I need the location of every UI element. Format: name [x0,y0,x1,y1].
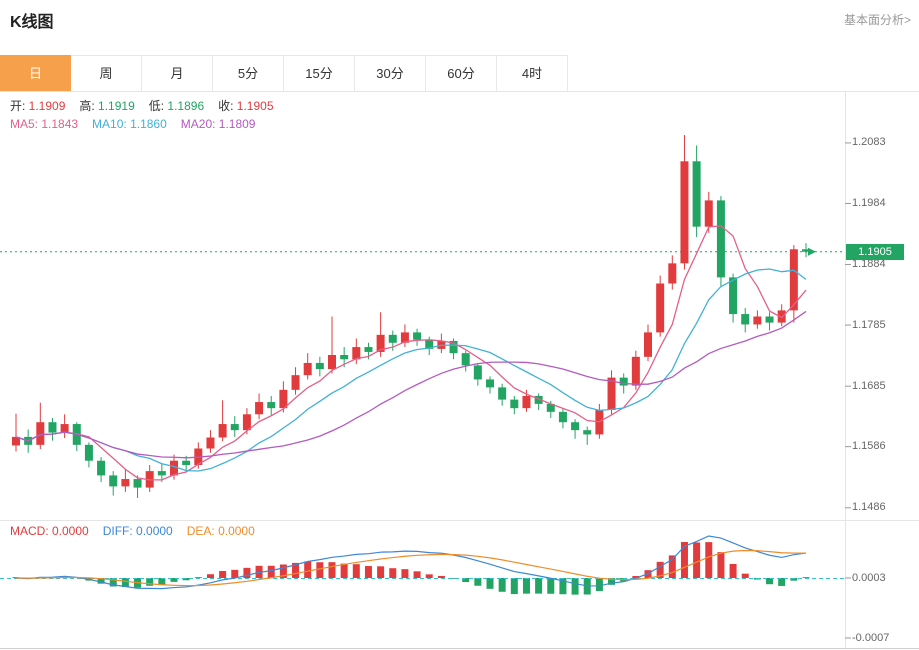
axis-tick-label: 1.1984 [852,196,886,209]
interval-tab-2[interactable]: 月 [142,55,213,91]
legend-macd-item-1: DIFF: 0.0000 [102,524,173,538]
interval-tab-6[interactable]: 60分 [426,55,497,91]
page-title: K线图 [10,14,54,31]
interval-tab-7[interactable]: 4时 [497,55,568,91]
legend-macd-item-0: MACD: 0.0000 [10,524,89,538]
legend-ma-item-2: MA20: 1.1809 [180,117,256,131]
axis-tick-label: 1.1785 [852,318,886,331]
fundamental-analysis-link[interactable]: 基本面分析> [843,13,911,27]
axis-tick-label: 1.1685 [852,379,886,392]
ohlc-legend: 开: 1.1909 高: 1.1919 低: 1.1896 收: 1.1905 [10,97,288,114]
legend-ohlc-item-2: 低: 1.1896 [148,99,205,113]
axis-tick-label: -0.0007 [852,631,890,644]
interval-tab-4[interactable]: 15分 [284,55,355,91]
macd-legend: MACD: 0.0000 DIFF: 0.0000 DEA: 0.0000 [10,524,269,538]
current-price-tag: 1.1905 [846,243,904,260]
interval-tab-3[interactable]: 5分 [213,55,284,91]
legend-ohlc-item-1: 高: 1.1919 [79,99,135,113]
axis-tick-label: 1.2083 [852,136,886,149]
legend-ma-item-1: MA10: 1.1860 [92,117,167,131]
interval-tabbar: 日周月 5分 15分 30分 60分 4时 [0,55,568,91]
ma-legend: MA5: 1.1843 MA10: 1.1860 MA20: 1.1809 [10,117,269,131]
interval-tab-5[interactable]: 30分 [355,55,426,91]
legend-ma-item-0: MA5: 1.1843 [10,117,79,131]
interval-tab-0[interactable]: 日 [0,55,71,91]
legend-ohlc-item-3: 收: 1.1905 [218,99,274,113]
current-price-arrow-icon [808,247,816,256]
legend-ohlc-item-0: 开: 1.1909 [10,99,66,113]
axis-tick-label: 1.1586 [852,440,886,453]
interval-tab-1[interactable]: 周 [71,55,142,91]
legend-macd-item-2: DEA: 0.0000 [186,524,255,538]
axis-tick-label: 0.0003 [852,571,886,584]
axis-tick-label: 1.1884 [852,258,886,271]
axis-tick-label: 1.1486 [852,501,886,514]
header: K线图 基本面分析> [0,0,919,34]
